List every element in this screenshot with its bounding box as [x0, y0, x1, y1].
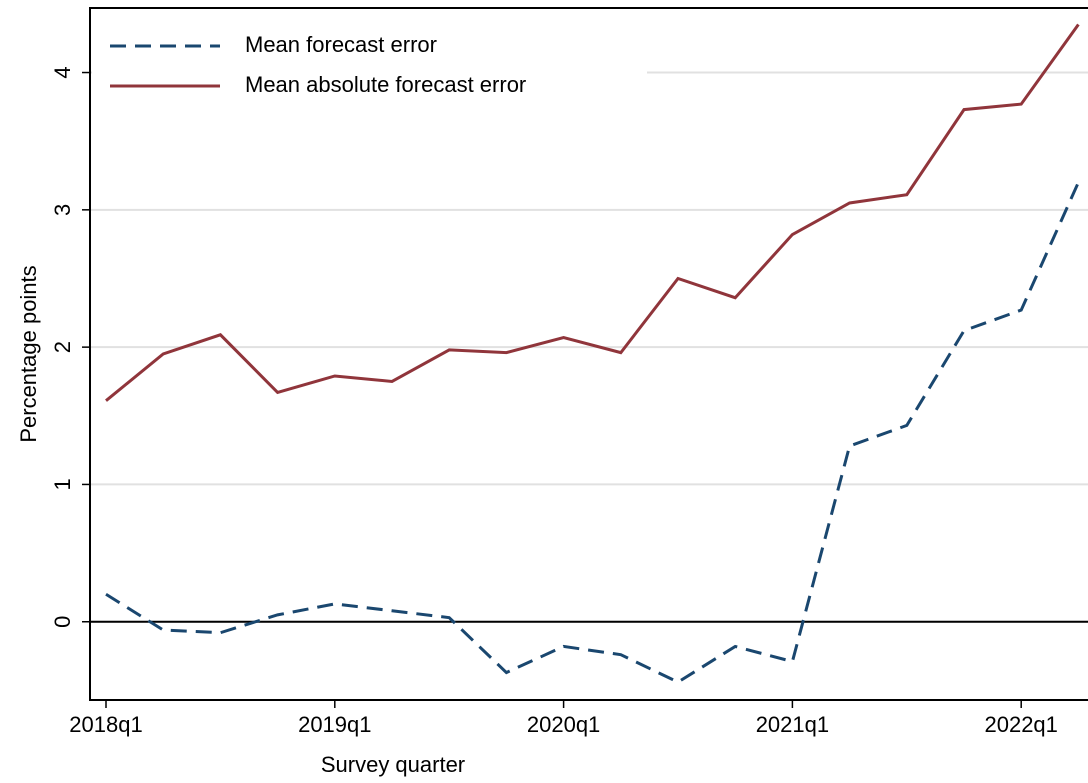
y-tick-label: 4 [50, 66, 75, 78]
x-tick-label: 2019q1 [298, 712, 371, 737]
legend-box [92, 20, 647, 120]
y-axis-label: Percentage points [16, 265, 41, 442]
x-tick-label: 2021q1 [756, 712, 829, 737]
y-tick-label: 2 [50, 341, 75, 353]
legend: Mean forecast error Mean absolute forecas… [92, 20, 647, 120]
x-axis-label: Survey quarter [321, 752, 465, 777]
y-tick-label: 3 [50, 204, 75, 216]
x-tick-label: 2022q1 [984, 712, 1057, 737]
y-tick-label: 1 [50, 478, 75, 490]
data-line [105, 23, 1080, 402]
x-tick-label: 2018q1 [69, 712, 142, 737]
y-tick-label: 0 [50, 616, 75, 628]
x-tick-label: 2020q1 [527, 712, 600, 737]
plot-frame [89, 7, 1088, 701]
legend-label: Mean absolute forecast error [245, 72, 526, 97]
data-line [105, 181, 1080, 684]
legend-label: Mean forecast error [245, 32, 437, 57]
